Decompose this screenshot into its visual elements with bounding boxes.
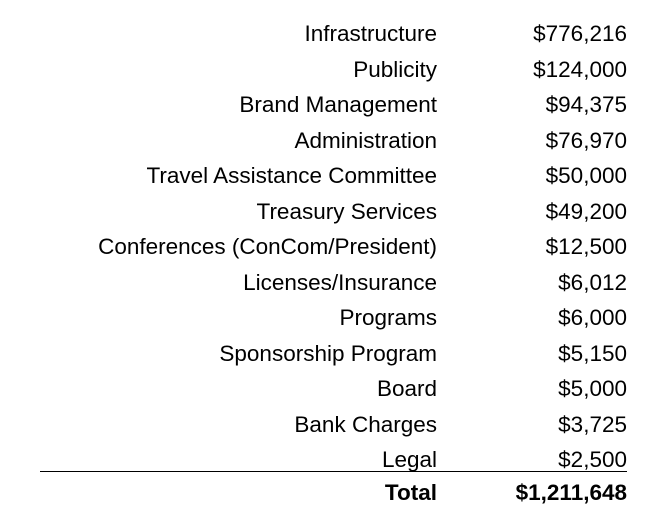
row-amount: $6,012 bbox=[558, 269, 627, 295]
row-label: Publicity bbox=[353, 56, 437, 82]
total-row: Total $1,211,648 bbox=[0, 475, 650, 511]
row-label: Treasury Services bbox=[256, 198, 437, 224]
row-amount: $6,000 bbox=[558, 305, 627, 330]
table-row: Programs $6,000 bbox=[0, 300, 650, 336]
row-label: Sponsorship Program bbox=[219, 340, 437, 366]
row-amount: $124,000 bbox=[533, 56, 627, 82]
total-amount: $1,211,648 bbox=[515, 480, 627, 505]
table-row: Licenses/Insurance $6,012 bbox=[0, 265, 650, 301]
row-amount: $5,150 bbox=[558, 340, 627, 366]
table-row: Legal $2,500 bbox=[0, 442, 650, 478]
table-row: Board $5,000 bbox=[0, 371, 650, 407]
row-label: Infrastructure bbox=[304, 21, 437, 46]
row-label: Travel Assistance Committee bbox=[146, 163, 437, 188]
row-label: Bank Charges bbox=[294, 411, 437, 437]
row-amount: $76,970 bbox=[545, 127, 627, 153]
row-amount: $94,375 bbox=[545, 92, 627, 117]
table-row: Bank Charges $3,725 bbox=[0, 407, 650, 443]
row-label: Administration bbox=[294, 127, 437, 153]
row-amount: $776,216 bbox=[533, 21, 627, 46]
table-row: Brand Management $94,375 bbox=[0, 87, 650, 123]
table-row: Travel Assistance Committee $50,000 bbox=[0, 158, 650, 194]
table-row: Treasury Services $49,200 bbox=[0, 194, 650, 230]
budget-table: Infrastructure $776,216 Publicity $124,0… bbox=[0, 16, 650, 478]
row-label: Programs bbox=[339, 305, 437, 330]
table-row: Publicity $124,000 bbox=[0, 52, 650, 88]
row-label: Conferences (ConCom/President) bbox=[98, 234, 437, 259]
row-label: Board bbox=[376, 376, 437, 401]
row-amount: $3,725 bbox=[558, 411, 627, 437]
row-amount: $49,200 bbox=[545, 198, 627, 224]
table-row: Sponsorship Program $5,150 bbox=[0, 336, 650, 372]
row-amount: $5,000 bbox=[558, 376, 627, 401]
row-label: Legal bbox=[381, 447, 437, 472]
row-amount: $50,000 bbox=[545, 163, 627, 188]
row-label: Brand Management bbox=[239, 92, 437, 117]
row-amount: $2,500 bbox=[558, 447, 627, 472]
table-row: Conferences (ConCom/President) $12,500 bbox=[0, 229, 650, 265]
row-amount: $12,500 bbox=[545, 234, 627, 259]
table-row: Administration $76,970 bbox=[0, 123, 650, 159]
total-label: Total bbox=[384, 480, 437, 505]
table-row: Infrastructure $776,216 bbox=[0, 16, 650, 52]
total-divider bbox=[40, 471, 627, 472]
row-label: Licenses/Insurance bbox=[243, 269, 437, 295]
